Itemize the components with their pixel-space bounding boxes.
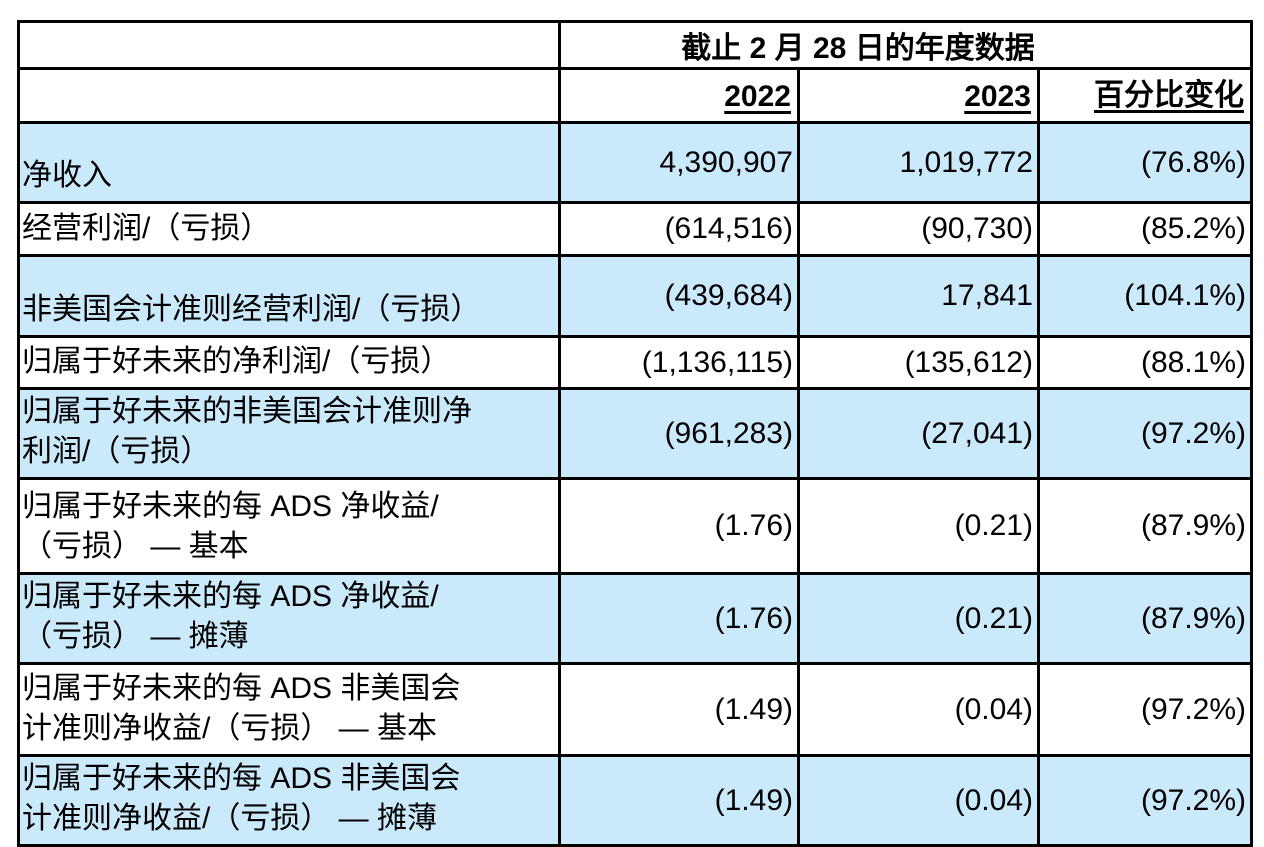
row-label: 归属于好未来的净利润/（亏损） bbox=[17, 335, 561, 390]
value-2022: (614,516) bbox=[558, 201, 800, 257]
table-row: 归属于好未来的非美国会计准则净 利润/（亏损） (961,283) (27,04… bbox=[17, 387, 1253, 480]
value-pct-change: (85.2%) bbox=[1037, 201, 1253, 257]
empty-corner-cell bbox=[17, 67, 561, 124]
table-row: 非美国会计准则经营利润/（亏损） (439,684) 17,841 (104.1… bbox=[17, 254, 1253, 338]
table-row: 归属于好未来的每 ADS 非美国会 计准则净收益/（亏损） — 摊薄 (1.49… bbox=[17, 754, 1253, 847]
value-2022: (1.49) bbox=[558, 754, 800, 847]
row-label: 归属于好未来的非美国会计准则净 利润/（亏损） bbox=[17, 387, 561, 480]
value-2023: 1,019,772 bbox=[797, 121, 1040, 204]
value-2023: (135,612) bbox=[797, 335, 1040, 390]
row-label: 经营利润/（亏损） bbox=[17, 201, 561, 257]
value-2022: 4,390,907 bbox=[558, 121, 800, 204]
value-2022: (1.76) bbox=[558, 572, 800, 665]
value-2023: (27,041) bbox=[797, 387, 1040, 480]
value-2023: (0.21) bbox=[797, 477, 1040, 575]
column-header-2022: 2022 bbox=[558, 67, 800, 124]
column-header-pct-change: 百分比变化 bbox=[1037, 67, 1253, 124]
row-label: 净收入 bbox=[17, 121, 561, 204]
value-2023: (0.04) bbox=[797, 662, 1040, 757]
row-label: 归属于好未来的每 ADS 非美国会 计准则净收益/（亏损） — 基本 bbox=[17, 662, 561, 757]
value-pct-change: (76.8%) bbox=[1037, 121, 1253, 204]
table-row: 净收入 4,390,907 1,019,772 (76.8%) bbox=[17, 121, 1253, 204]
value-2022: (1.49) bbox=[558, 662, 800, 757]
value-pct-change: (97.2%) bbox=[1037, 662, 1253, 757]
column-header-2023: 2023 bbox=[797, 67, 1040, 124]
row-label: 归属于好未来的每 ADS 非美国会 计准则净收益/（亏损） — 摊薄 bbox=[17, 754, 561, 847]
period-title: 截止 2 月 28 日的年度数据 bbox=[558, 20, 1253, 70]
empty-corner-cell bbox=[17, 20, 561, 70]
table-row: 归属于好未来的每 ADS 净收益/ （亏损） — 摊薄 (1.76) (0.21… bbox=[17, 572, 1253, 665]
value-pct-change: (87.9%) bbox=[1037, 572, 1253, 665]
value-2022: (1,136,115) bbox=[558, 335, 800, 390]
value-pct-change: (104.1%) bbox=[1037, 254, 1253, 338]
value-pct-change: (97.2%) bbox=[1037, 754, 1253, 847]
year-header-row: 2022 2023 百分比变化 bbox=[17, 67, 1253, 124]
row-label: 归属于好未来的每 ADS 净收益/ （亏损） — 摊薄 bbox=[17, 572, 561, 665]
value-2023: 17,841 bbox=[797, 254, 1040, 338]
value-2023: (0.21) bbox=[797, 572, 1040, 665]
row-label: 非美国会计准则经营利润/（亏损） bbox=[17, 254, 561, 338]
value-2023: (0.04) bbox=[797, 754, 1040, 847]
value-2022: (1.76) bbox=[558, 477, 800, 575]
annual-data-table: 截止 2 月 28 日的年度数据 2022 2023 百分比变化 净收入 4,3… bbox=[17, 20, 1253, 847]
period-header-row: 截止 2 月 28 日的年度数据 bbox=[17, 20, 1253, 70]
value-pct-change: (97.2%) bbox=[1037, 387, 1253, 480]
value-pct-change: (87.9%) bbox=[1037, 477, 1253, 575]
financial-results-table: 截止 2 月 28 日的年度数据 2022 2023 百分比变化 净收入 4,3… bbox=[17, 20, 1253, 847]
value-pct-change: (88.1%) bbox=[1037, 335, 1253, 390]
value-2022: (439,684) bbox=[558, 254, 800, 338]
table-row: 归属于好未来的净利润/（亏损） (1,136,115) (135,612) (8… bbox=[17, 335, 1253, 390]
table-row: 归属于好未来的每 ADS 净收益/ （亏损） — 基本 (1.76) (0.21… bbox=[17, 477, 1253, 575]
table-row: 归属于好未来的每 ADS 非美国会 计准则净收益/（亏损） — 基本 (1.49… bbox=[17, 662, 1253, 757]
value-2023: (90,730) bbox=[797, 201, 1040, 257]
row-label: 归属于好未来的每 ADS 净收益/ （亏损） — 基本 bbox=[17, 477, 561, 575]
value-2022: (961,283) bbox=[558, 387, 800, 480]
table-row: 经营利润/（亏损） (614,516) (90,730) (85.2%) bbox=[17, 201, 1253, 257]
